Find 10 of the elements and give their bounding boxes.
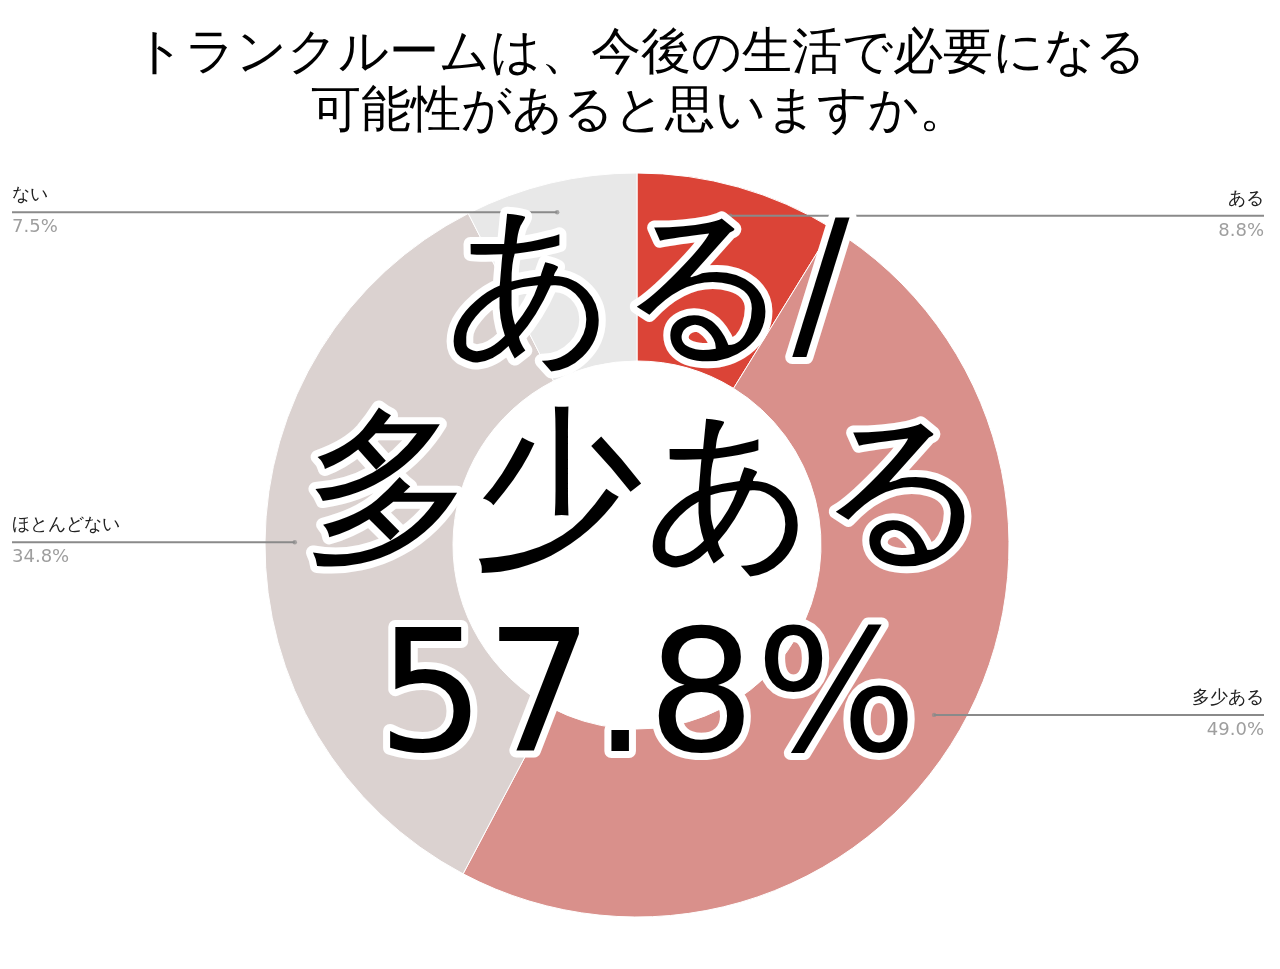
data-label: 34.8% xyxy=(12,545,70,567)
slice-label: ほとんどない xyxy=(12,513,120,535)
data-label: 8.8% xyxy=(1218,218,1264,240)
chart-subtitle: 可能性があると思いますか。 xyxy=(311,80,969,138)
data-label: 7.5% xyxy=(12,215,58,237)
slice-label: ない xyxy=(12,183,48,205)
slice-label: 多少ある xyxy=(1192,685,1264,707)
data-label: 49.0% xyxy=(1206,717,1264,739)
slice-label: ある xyxy=(1228,186,1264,208)
chart-title: トランクルームは、今後の生活で必要になる xyxy=(134,22,1146,80)
